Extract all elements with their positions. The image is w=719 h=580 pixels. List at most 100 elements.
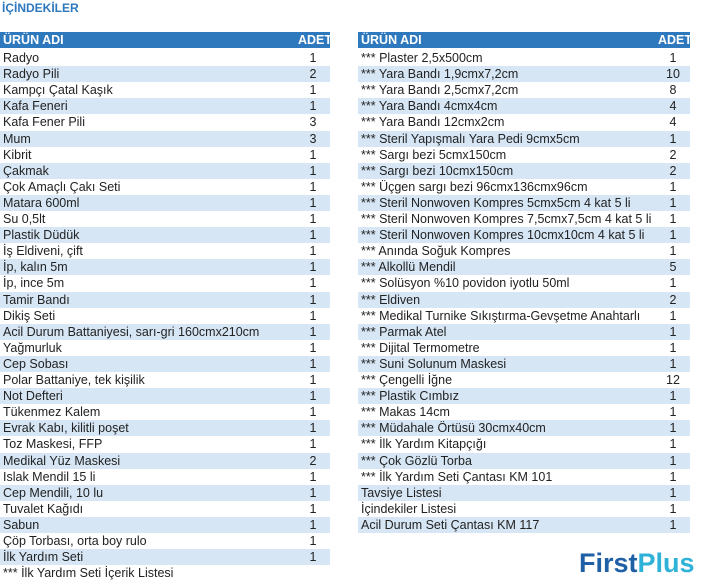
item-qty: 1 [669,276,677,291]
item-name: Toz Maskesi, FFP [3,437,103,452]
table-row: *** Çengelli İğne 12 [358,372,690,388]
item-name: Çakmak [3,163,49,178]
item-name: Radyo [3,51,40,65]
table-row: Acil Durum Battaniyesi, sarı-gri 160cmx2… [0,323,330,340]
item-name: Çöp Torbası, orta boy rulo [3,534,147,548]
header-name: ÜRÜN ADI [361,33,422,47]
item-name: İş Eldiveni, çift [3,244,83,259]
item-name: *** Parmak Atel [361,324,447,339]
item-qty: 1 [309,501,317,516]
table-row: *** Çok Gözlü Torba 1 [358,452,690,469]
item-name: *** Steril Yapışmalı Yara Pedi 9cmx5cm [361,131,580,146]
brand-first: First [579,548,638,578]
item-qty: 1 [669,356,677,371]
item-qty: 1 [669,195,677,210]
item-name: Mum [3,131,31,146]
item-qty: 4 [669,115,677,130]
item-qty: 1 [309,195,317,210]
table-row: Medikal Yüz Maskesi 2 [0,452,330,469]
brand: FirstPlus [579,548,695,579]
item-name: *** Solüsyon %10 povidon iyotlu 50ml [361,276,570,291]
item-name: Radyo Pili [3,67,60,82]
table-row: Kibrit 1 [0,147,330,163]
table-row: *** Dijital Termometre 1 [358,340,690,356]
table-footer: *** İlk Yardım Seti İçerik Listesi [3,566,174,580]
item-name: Kafa Feneri [3,99,68,114]
table-row: *** Yara Bandı 1,9cmx7,2cm 10 [358,66,690,83]
table-row: Çöp Torbası, orta boy rulo 1 [0,533,330,549]
item-name: *** Dijital Termometre [361,340,480,355]
item-name: *** Anında Soğuk Kompres [361,244,511,259]
item-qty: 1 [669,228,677,243]
title: İÇİNDEKİLER [2,1,79,15]
item-name: *** Üçgen sargı bezi 96cmx136cmx96cm [361,179,588,194]
item-name: Matara 600ml [3,195,80,210]
item-qty: 1 [669,485,677,500]
table-row: Islak Mendil 15 li 1 [0,469,330,485]
table-row: İp, ince 5m 1 [0,275,330,291]
header-qty: ADET [298,33,333,47]
item-qty: 1 [309,421,317,436]
item-qty: 1 [669,212,677,226]
item-name: *** Medikal Turnike Sıkıştırma-Gevşetme … [361,308,641,323]
table-row: İçindekiler Listesi 1 [358,501,690,517]
item-name: *** Çengelli İğne [361,373,453,387]
item-name: İlk Yardım Seti [3,550,84,565]
table-row: Cep Sobası 1 [0,355,330,372]
item-qty: 1 [669,324,677,339]
item-name: *** Suni Solunum Maskesi [361,356,507,371]
table-row: Kafa Fener Pili 3 [0,114,330,130]
item-qty: 1 [309,517,317,532]
brand-plus: Plus [637,548,695,578]
table-row: İlk Yardım Seti 1 [0,549,330,566]
item-qty: 1 [309,244,317,259]
table-row: Cep Mendili, 10 lu 1 [0,484,330,501]
item-name: *** İlk Yardım Seti Çantası KM 101 [361,469,553,484]
item-name: *** Makas 14cm [361,405,450,420]
table-row: *** Yara Bandı 12cmx2cm 4 [358,114,690,130]
item-qty: 1 [309,83,317,98]
table-row: *** Eldiven 2 [358,291,690,308]
item-qty: 1 [309,389,317,404]
item-qty: 1 [669,308,677,323]
table-row: *** Sargı bezi 5cmx150cm 2 [358,147,690,163]
item-name: *** Steril Nonwoven Kompres 5cmx5cm 4 ka… [361,195,631,210]
item-qty: 12 [666,373,680,387]
table-row: Su 0,5lt 1 [0,211,330,227]
table-row: Polar Battaniye, tek kişilik 1 [0,372,330,388]
table-row: Kampçı Çatal Kaşık 1 [0,82,330,98]
table-row: *** İlk Yardım Kitapçığı 1 [358,436,690,452]
item-name: Kampçı Çatal Kaşık [3,83,113,98]
item-name: Tavsiye Listesi [361,485,442,500]
table-row: *** Alkollü Mendil 5 [358,259,690,276]
table-row: Çok Amaçlı Çakı Seti 1 [0,179,330,195]
table-row: Radyo Pili 2 [0,66,330,83]
table-row: Tükenmez Kalem 1 [0,404,330,420]
table-row: *** Parmak Atel 1 [358,323,690,340]
table-row: *** Makas 14cm 1 [358,404,690,420]
item-qty: 1 [309,534,317,548]
item-qty: 1 [309,228,317,243]
item-qty: 1 [669,469,677,484]
item-qty: 1 [669,437,677,452]
item-name: Yağmurluk [3,340,62,355]
item-qty: 1 [309,212,317,226]
table-row: İş Eldiveni, çift 1 [0,243,330,259]
item-qty: 1 [309,147,317,162]
item-name: *** Yara Bandı 12cmx2cm [361,115,505,130]
table-row: Not Defteri 1 [0,388,330,405]
item-name: *** Yara Bandı 4cmx4cm [361,99,498,114]
table-row: *** Steril Yapışmalı Yara Pedi 9cmx5cm 1 [358,130,690,147]
table-header: ÜRÜN ADI ADET [358,32,693,48]
table-row: *** Plaster 2,5x500cm 1 [358,50,690,66]
item-name: Evrak Kabı, kilitli poşet [3,421,129,436]
table-row: Acil Durum Seti Çantası KM 117 1 [358,516,690,533]
table-row: İp, kalın 5m 1 [0,259,330,276]
item-name: Su 0,5lt [3,212,46,226]
header-qty: ADET [658,33,693,47]
item-qty: 2 [669,292,677,307]
header-name: ÜRÜN ADI [3,33,64,47]
item-qty: 1 [669,405,677,420]
item-name: *** Plastik Cımbız [361,389,459,404]
item-name: *** Yara Bandı 1,9cmx7,2cm [361,67,519,82]
